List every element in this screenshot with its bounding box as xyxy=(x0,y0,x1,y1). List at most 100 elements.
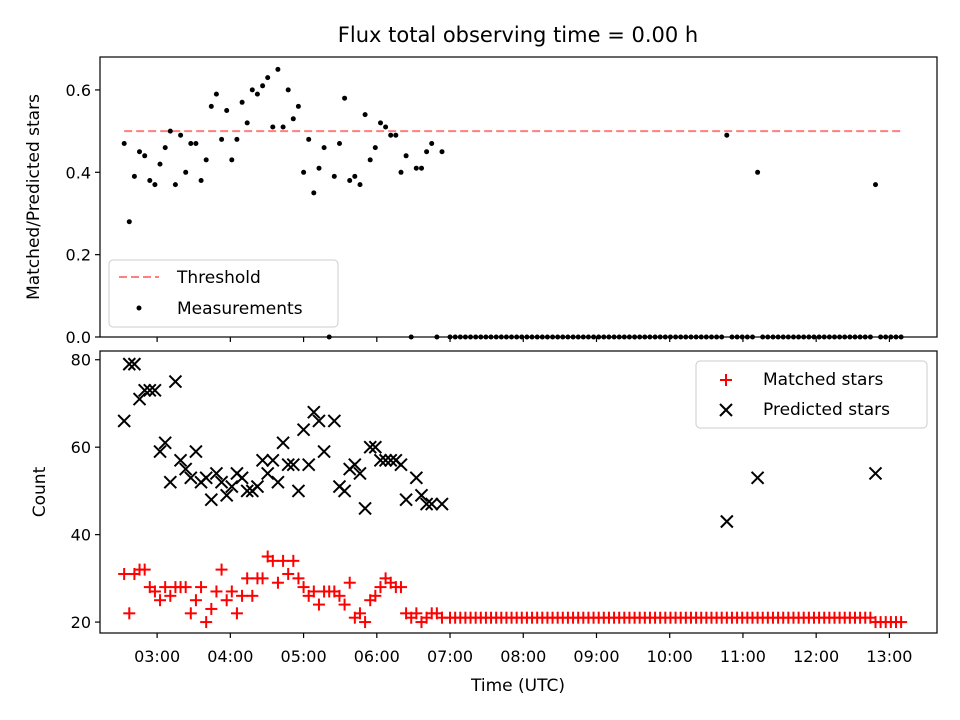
matched-stars-point xyxy=(297,581,310,594)
matched-stars-point xyxy=(205,602,218,615)
measurement-point xyxy=(280,124,286,130)
measurement-point xyxy=(301,169,307,175)
matched-stars-point xyxy=(343,576,356,589)
predicted-stars-point xyxy=(414,488,429,502)
measurement-point xyxy=(331,173,337,179)
measurement-point xyxy=(424,149,430,155)
predicted-stars-point xyxy=(317,444,331,459)
bottom-legend: Matched stars Predicted stars xyxy=(695,360,928,429)
predicted-stars-point xyxy=(337,484,352,498)
bottom-legend-box xyxy=(695,360,928,429)
predicted-stars-point xyxy=(158,436,172,450)
predicted-stars-point xyxy=(117,414,131,428)
matched-stars-point xyxy=(148,585,161,598)
matched-stars-point xyxy=(256,572,269,585)
matched-stars-point xyxy=(118,567,131,580)
bottom-y-tick-label: 20 xyxy=(71,613,91,632)
predicted-stars-point xyxy=(189,444,203,459)
measurement-point xyxy=(724,132,730,138)
matched-stars-point xyxy=(307,585,320,598)
matched-stars-point xyxy=(246,589,259,602)
matched-stars-point xyxy=(225,585,238,598)
measurement-point xyxy=(306,136,312,142)
x-axis-label: Time (UTC) xyxy=(470,676,565,696)
top-y-tick-label: 0.0 xyxy=(66,328,91,347)
threshold-legend-label: Threshold xyxy=(176,268,261,288)
measurement-point xyxy=(290,116,296,122)
predicted-stars-point xyxy=(143,383,157,398)
predicted-stars-point xyxy=(276,436,290,450)
top-y-tick-label: 0.6 xyxy=(66,81,91,100)
predicted-stars-point xyxy=(399,492,413,507)
measurement-point xyxy=(347,178,353,183)
bottom-panel-axes: 20 40 60 80 03:00 04:00 05:00 06:00 07:00 08:00 09… xyxy=(71,351,913,666)
top-y-axis-label: Matched/Predicted stars xyxy=(24,94,44,300)
matched-stars-point xyxy=(241,572,254,585)
x-tick-label: 13:00 xyxy=(866,647,912,666)
matched-stars-point xyxy=(138,563,151,576)
matched-stars-point xyxy=(394,581,407,594)
predicted-stars-point xyxy=(425,497,439,511)
matched-stars-point xyxy=(312,598,325,611)
measurement-point xyxy=(419,165,424,171)
predicted-legend-label: Predicted stars xyxy=(763,400,890,420)
measurement-point xyxy=(372,145,378,151)
predicted-stars-point xyxy=(358,501,372,516)
predicted-stars-point xyxy=(409,471,424,485)
measurement-point xyxy=(413,165,419,171)
measurement-point xyxy=(142,153,148,159)
matched-stars-point xyxy=(374,581,387,594)
matched-stars-point xyxy=(282,567,295,580)
measurement-point xyxy=(172,182,178,188)
measurement-point xyxy=(121,141,127,146)
measurement-point xyxy=(137,149,142,155)
matched-stars-point xyxy=(164,589,177,602)
predicted-stars-point xyxy=(148,383,162,398)
predicted-stars-point xyxy=(122,357,136,371)
measurement-point xyxy=(147,178,153,183)
predicted-stars-point xyxy=(209,466,224,481)
x-tick-label: 04:00 xyxy=(207,647,253,666)
matched-stars-point xyxy=(271,576,284,589)
x-tick-label: 06:00 xyxy=(354,647,400,666)
matched-stars-point xyxy=(123,607,136,620)
measurement-point xyxy=(378,120,383,126)
x-tick-label: 11:00 xyxy=(720,647,766,666)
predicted-stars-point xyxy=(137,383,152,398)
measurement-point xyxy=(208,103,214,109)
predicted-stars-point xyxy=(363,440,377,454)
matched-stars-point xyxy=(410,607,423,620)
matched-stars-point xyxy=(266,554,279,567)
bottom-y-tick-label: 80 xyxy=(71,351,91,370)
predicted-stars-point xyxy=(225,479,239,494)
measurement-point xyxy=(337,141,342,146)
measurement-point xyxy=(131,173,137,179)
measurement-point xyxy=(152,182,158,188)
measurement-point xyxy=(367,157,373,163)
predicted-stars-point xyxy=(219,488,234,502)
predicted-stars-point xyxy=(235,471,249,485)
measurement-point xyxy=(429,141,435,146)
predicted-stars-point xyxy=(435,497,449,511)
top-legend: Threshold Measurements xyxy=(108,259,339,328)
bottom-y-axis-label: Count xyxy=(30,466,50,517)
measurements-legend-label: Measurements xyxy=(177,299,303,319)
predicted-stars-point xyxy=(296,422,311,437)
predicted-stars-point xyxy=(132,392,147,406)
matched-stars-point xyxy=(184,607,197,620)
predicted-stars-point xyxy=(720,514,734,529)
predicted-stars-point xyxy=(178,462,193,476)
measurement-point xyxy=(316,165,322,171)
measurement-point xyxy=(162,145,168,151)
x-tick-label: 07:00 xyxy=(427,647,473,666)
x-tick-label: 03:00 xyxy=(134,647,180,666)
measurement-point xyxy=(383,124,389,130)
bottom-y-tick-label: 40 xyxy=(71,526,91,545)
predicted-stars-point xyxy=(127,357,142,371)
matched-stars-point xyxy=(154,594,167,607)
measurement-point xyxy=(260,83,266,89)
top-y-tick-label: 0.4 xyxy=(66,163,91,182)
predicted-stars-point xyxy=(868,466,883,481)
matched-stars-point xyxy=(220,594,233,607)
predicted-stars-point xyxy=(168,374,183,389)
